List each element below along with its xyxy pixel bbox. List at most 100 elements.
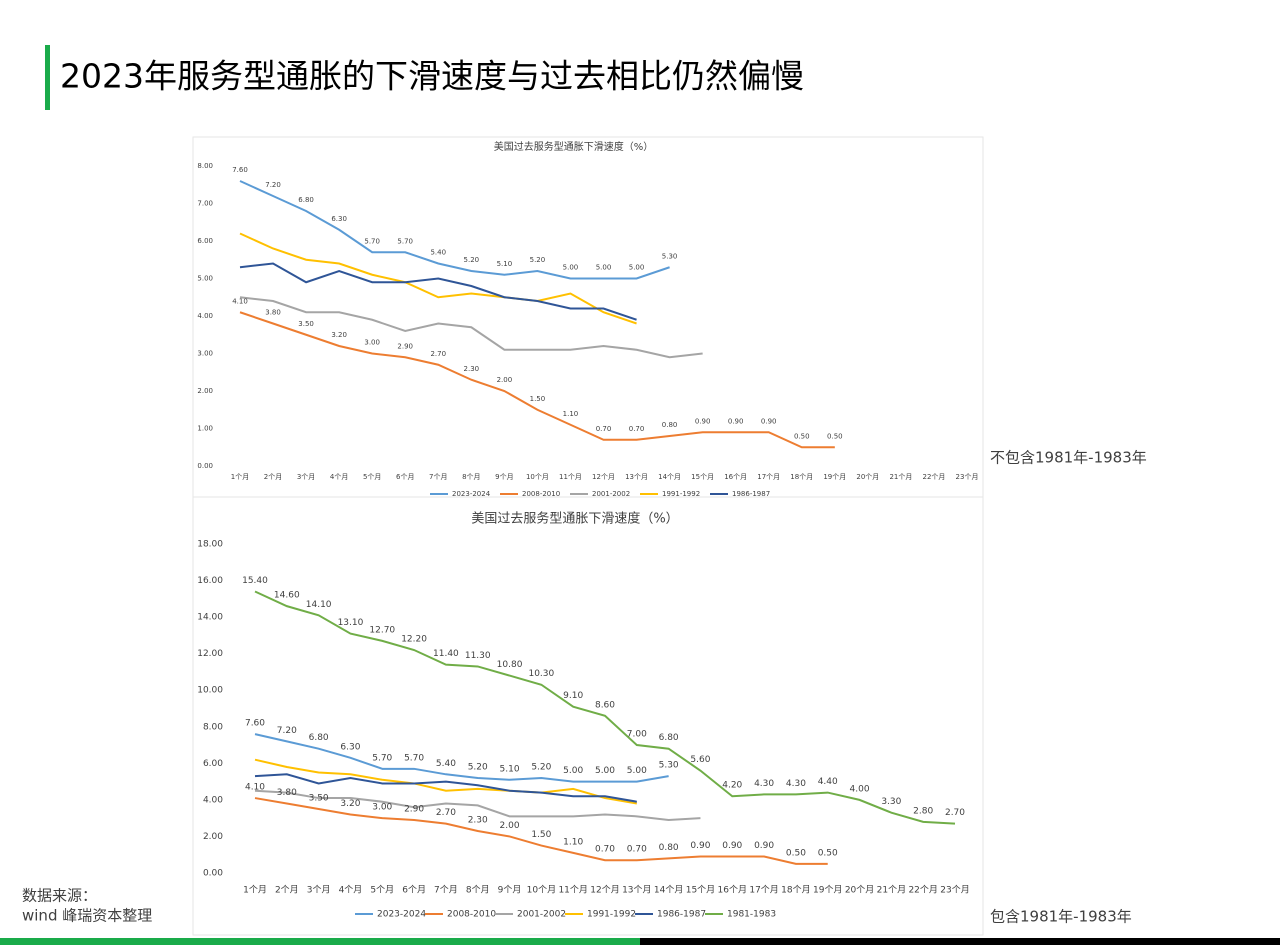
y-tick-label: 0.00 [203,869,223,879]
legend-label: 1986-1987 [732,490,770,498]
data-label: 7.00 [627,730,647,740]
data-label: 1.50 [531,830,551,840]
series-line [239,232,637,325]
y-tick-label: 0.00 [197,462,213,470]
data-label: 10.80 [497,660,523,670]
data-label: 0.50 [827,432,843,440]
x-tick-label: 1个月 [243,885,267,896]
data-label: 5.40 [436,759,456,769]
x-tick-label: 15个月 [686,885,715,896]
x-tick-label: 19个月 [823,473,846,481]
data-label: 5.70 [372,753,392,763]
y-tick-label: 3.00 [197,350,213,358]
series-line [239,311,835,449]
data-label: 0.90 [722,841,742,851]
data-label: 4.10 [245,783,265,793]
data-label: 0.90 [754,841,774,851]
data-label: 15.40 [242,576,268,586]
chart-frame [192,136,984,498]
data-label: 5.00 [596,264,612,272]
legend-label: 2008-2010 [522,490,560,498]
data-label: 3.80 [265,309,281,317]
x-tick-label: 2个月 [264,473,282,481]
x-tick-label: 23个月 [956,473,979,481]
data-label: 0.90 [761,417,777,425]
data-label: 0.50 [786,848,806,858]
data-label: 2.70 [436,808,456,818]
x-tick-label: 12个月 [590,885,619,896]
y-tick-label: 7.00 [197,200,213,208]
data-label: 14.60 [274,591,300,601]
data-label: 0.70 [595,845,615,855]
data-label: 5.20 [531,762,551,772]
data-label: 11.30 [465,651,491,661]
data-label: 4.20 [722,781,742,791]
data-label: 6.30 [331,215,347,223]
series-line [239,180,670,280]
data-label: 13.10 [338,618,364,628]
data-label: 5.30 [662,252,678,260]
data-label: 4.10 [232,297,248,305]
x-tick-label: 13个月 [622,885,651,896]
data-label: 5.30 [659,761,679,771]
data-label: 12.70 [369,625,395,635]
series-line [254,789,701,821]
data-label: 3.80 [277,788,297,798]
data-label: 6.80 [298,196,314,204]
y-tick-label: 16.00 [197,576,223,586]
data-label: 3.20 [340,799,360,809]
x-tick-label: 10个月 [526,473,549,481]
footer-bar [0,938,640,945]
x-tick-label: 8个月 [462,473,480,481]
legend-label: 1981-1983 [727,910,776,920]
data-label: 5.10 [500,764,520,774]
data-label: 8.60 [595,700,615,710]
x-tick-label: 17个月 [757,473,780,481]
y-tick-label: 10.00 [197,686,223,696]
data-label: 6.30 [340,742,360,752]
data-label: 7.20 [265,181,281,189]
x-tick-label: 9个月 [498,885,522,896]
x-tick-label: 5个月 [370,885,394,896]
x-tick-label: 19个月 [813,885,842,896]
x-tick-label: 2个月 [275,885,299,896]
series-line [254,733,669,783]
x-tick-label: 3个月 [297,473,315,481]
x-tick-label: 8个月 [466,885,490,896]
data-label: 2.80 [913,806,933,816]
series-line [239,296,703,359]
note: 不包含1981年-1983年 [990,449,1147,467]
data-label: 7.60 [245,719,265,729]
y-tick-label: 1.00 [197,425,213,433]
data-label: 3.00 [372,803,392,813]
x-tick-label: 16个月 [718,885,747,896]
footer-bar [640,938,1280,945]
data-label: 1.10 [563,837,583,847]
data-label: 5.70 [364,237,380,245]
x-tick-label: 18个月 [790,473,813,481]
y-tick-label: 5.00 [197,275,213,283]
chart-title: 美国过去服务型通胀下滑速度（%） [471,511,678,527]
data-label: 7.60 [232,166,248,174]
x-tick-label: 7个月 [429,473,447,481]
data-label: 2.90 [397,342,413,350]
data-label: 1.10 [563,410,579,418]
x-tick-label: 18个月 [781,885,810,896]
data-label: 5.20 [530,256,546,264]
data-label: 5.10 [497,260,513,268]
data-label: 4.40 [818,777,838,787]
x-tick-label: 5个月 [363,473,381,481]
y-tick-label: 2.00 [203,832,223,842]
series-line [239,262,637,321]
x-tick-label: 20个月 [856,473,879,481]
slide-title: 2023年服务型通胀的下滑速度与过去相比仍然偏慢 [60,57,804,96]
legend-label: 2023-2024 [452,490,491,498]
series-line [254,758,637,805]
data-label: 0.90 [695,417,711,425]
data-label: 5.40 [430,249,446,257]
x-tick-label: 4个月 [339,885,363,896]
series-line [254,590,956,825]
x-tick-label: 15个月 [691,473,714,481]
legend-label: 2008-2010 [447,910,496,920]
